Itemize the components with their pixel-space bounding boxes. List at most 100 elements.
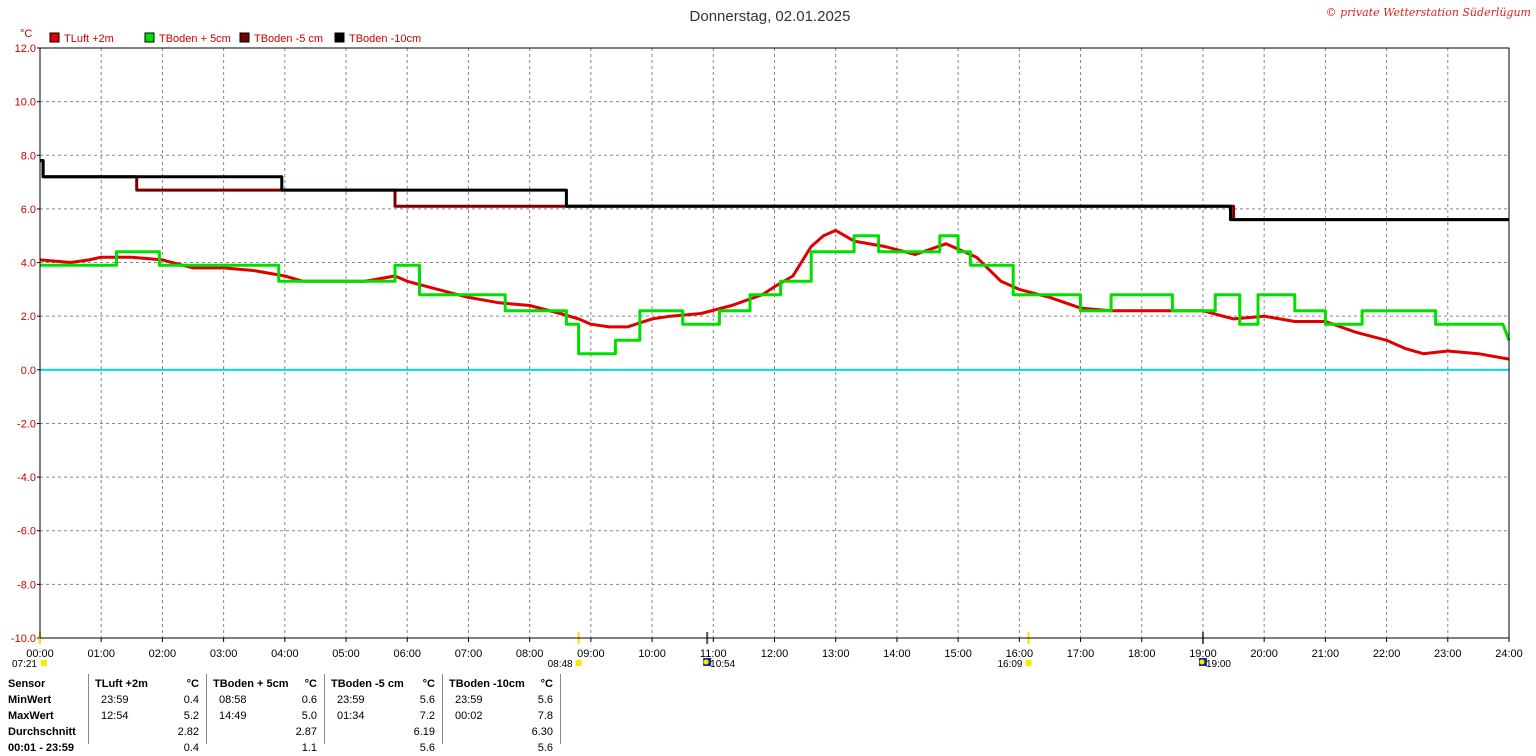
x-tick-label: 07:00 bbox=[455, 648, 483, 660]
legend-swatch-soil5 bbox=[144, 32, 155, 43]
stats-col-header: TLuft +2m bbox=[95, 678, 148, 690]
legend-swatch-soil_m10 bbox=[334, 32, 345, 43]
x-tick-label: 08:00 bbox=[516, 648, 544, 660]
stats-min-value: 0.4 bbox=[183, 694, 199, 706]
series-line-soil_m10 bbox=[40, 159, 1509, 222]
x-tick-label: 22:00 bbox=[1373, 648, 1401, 660]
sun-icon bbox=[41, 660, 47, 666]
stats-row-label: MinWert bbox=[8, 694, 52, 706]
y-tick-label: 2.0 bbox=[21, 311, 36, 323]
stats-column: TBoden -5 cm °C 23:59 5.6 01:34 7.2 6.19 5.6 bbox=[324, 674, 443, 754]
stats-max-time: 01:34 bbox=[337, 710, 365, 722]
y-tick-label: -8.0 bbox=[17, 579, 36, 591]
x-tick-label: 12:00 bbox=[761, 648, 789, 660]
stats-max-value: 5.0 bbox=[301, 710, 317, 722]
legend-label-soil_m10: TBoden -10cm bbox=[349, 33, 421, 45]
moon-glyph bbox=[703, 659, 709, 665]
grid bbox=[40, 47, 1509, 639]
stats-col-unit: °C bbox=[304, 678, 317, 690]
x-tick-label: 18:00 bbox=[1128, 648, 1156, 660]
stats-max-time: 14:49 bbox=[219, 710, 247, 722]
x-tick-label: 17:00 bbox=[1067, 648, 1095, 660]
plot-frame bbox=[39, 47, 1510, 639]
legend-swatch-air bbox=[49, 32, 60, 43]
legend-label-soil_m5: TBoden -5 cm bbox=[254, 33, 323, 45]
y-unit-label: °C bbox=[20, 28, 32, 40]
x-tick-label: 16:00 bbox=[1006, 648, 1034, 660]
sun-icon bbox=[575, 660, 582, 666]
sun-moon-events: 07:21 08:48 10:54 16:09 19:00 bbox=[12, 632, 1231, 670]
stats-col-header: TBoden + 5cm bbox=[213, 678, 289, 690]
x-tick-label: 01:00 bbox=[87, 648, 115, 660]
stats-max-value: 7.2 bbox=[419, 710, 435, 722]
stats-end-border bbox=[560, 674, 561, 744]
stats-col-header: TBoden -5 cm bbox=[331, 678, 404, 690]
sun-icon bbox=[1025, 660, 1032, 666]
legend-swatch-soil_m5 bbox=[239, 32, 250, 43]
x-tick-label: 09:00 bbox=[577, 648, 605, 660]
moon-glyph bbox=[1199, 659, 1205, 665]
stats-min-value: 5.6 bbox=[419, 694, 435, 706]
x-tick-label: 23:00 bbox=[1434, 648, 1462, 660]
y-tick-label: -6.0 bbox=[17, 526, 36, 538]
stats-min-value: 0.6 bbox=[301, 694, 317, 706]
x-tick-label: 02:00 bbox=[149, 648, 177, 660]
x-tick-label: 19:00 bbox=[1189, 648, 1217, 660]
x-axis-ticks: 00:00 01:00 02:00 03:00 04:00 05:00 06:00 07:00… bbox=[26, 638, 1523, 660]
y-tick-label: -4.0 bbox=[17, 472, 36, 484]
x-tick-label: 05:00 bbox=[332, 648, 360, 660]
stats-min-time: 23:59 bbox=[455, 694, 483, 706]
y-tick-label: 8.0 bbox=[21, 150, 36, 162]
stats-row-label: Sensor bbox=[8, 678, 46, 690]
stats-max-time: 12:54 bbox=[101, 710, 129, 722]
event-time-label: 19:00 bbox=[1206, 659, 1231, 670]
y-tick-label: 12.0 bbox=[15, 43, 36, 55]
y-tick-label: 0.0 bbox=[21, 365, 36, 377]
series-lines bbox=[39, 159, 1511, 361]
y-tick-label: 10.0 bbox=[15, 97, 36, 109]
y-tick-label: 4.0 bbox=[21, 258, 36, 270]
stats-col-unit: °C bbox=[422, 678, 435, 690]
credit-text: © private Wetterstation Süderlügum bbox=[1326, 6, 1531, 19]
stats-row-label: MaxWert bbox=[8, 710, 54, 722]
stats-avg-value: 6.30 bbox=[531, 726, 553, 738]
x-tick-label: 04:00 bbox=[271, 648, 299, 660]
legend-label-soil5: TBoden + 5cm bbox=[159, 33, 231, 45]
stats-avg-value: 2.82 bbox=[177, 726, 199, 738]
x-tick-label: 24:00 bbox=[1495, 648, 1523, 660]
stats-column: TBoden -10cm °C 23:59 5.6 00:02 7.8 6.30 5.6 bbox=[442, 674, 561, 754]
chart-title: Donnerstag, 02.01.2025 bbox=[690, 8, 851, 25]
x-tick-label: 15:00 bbox=[944, 648, 972, 660]
stats-last-value: 5.6 bbox=[537, 742, 553, 754]
x-tick-label: 13:00 bbox=[822, 648, 850, 660]
stats-col-header: TBoden -10cm bbox=[449, 678, 525, 690]
stats-last-value: 0.4 bbox=[183, 742, 199, 754]
stats-column: TLuft +2m °C 23:59 0.4 12:54 5.2 2.82 0.4 bbox=[88, 674, 207, 754]
stats-column: TBoden + 5cm °C 08:58 0.6 14:49 5.0 2.87 1.1 bbox=[206, 674, 325, 754]
stats-min-time: 23:59 bbox=[101, 694, 129, 706]
stats-max-value: 5.2 bbox=[183, 710, 199, 722]
stats-row-label: 00:01 - 23:59 bbox=[8, 742, 75, 754]
stats-row-label: Durchschnitt bbox=[8, 726, 76, 738]
stats-min-time: 23:59 bbox=[337, 694, 365, 706]
x-tick-label: 00:00 bbox=[26, 648, 54, 660]
y-tick-label: -10.0 bbox=[11, 633, 36, 645]
event-time-label: 07:21 bbox=[12, 659, 37, 670]
x-tick-label: 20:00 bbox=[1250, 648, 1278, 660]
series-line-soil5 bbox=[40, 234, 1511, 356]
stats-avg-value: 6.19 bbox=[413, 726, 435, 738]
stats-last-value: 1.1 bbox=[301, 742, 317, 754]
x-tick-label: 21:00 bbox=[1312, 648, 1340, 660]
stats-min-time: 08:58 bbox=[219, 694, 247, 706]
statistics-table: Sensor MinWert MaxWert Durchschnitt 00:01 - … bbox=[0, 674, 561, 754]
legend-label-air: TLuft +2m bbox=[64, 33, 114, 45]
y-axis-ticks: 12.0 10.0 8.0 6.0 4.0 2.0 0.0 -2.0 -4.0 -6.0 -8.0 -… bbox=[11, 43, 40, 645]
x-tick-label: 06:00 bbox=[393, 648, 421, 660]
event-time-label: 08:48 bbox=[548, 659, 573, 670]
x-tick-label: 03:00 bbox=[210, 648, 238, 660]
event-time-label: 16:09 bbox=[997, 659, 1022, 670]
y-tick-label: -2.0 bbox=[17, 418, 36, 430]
x-tick-label: 11:00 bbox=[700, 648, 727, 660]
stats-last-value: 5.6 bbox=[419, 742, 435, 754]
